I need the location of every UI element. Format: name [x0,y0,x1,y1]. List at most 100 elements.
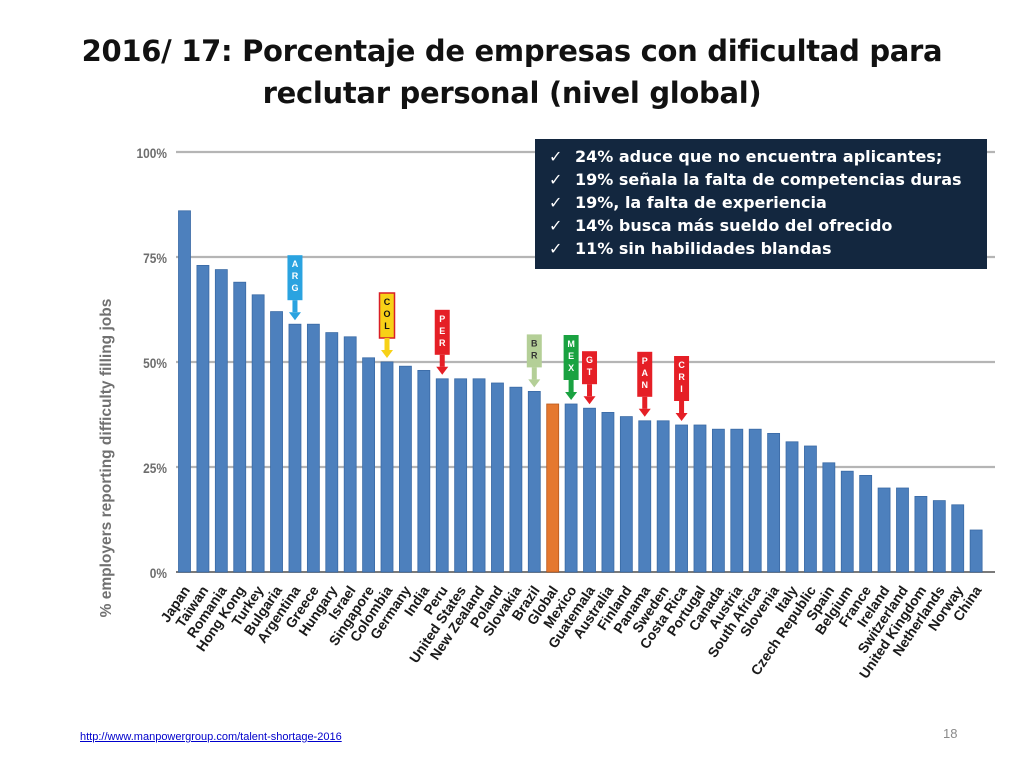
country-marker: GT [582,351,598,405]
bar [435,378,449,573]
country-marker: MEX [563,335,579,400]
y-tick-label: 25% [143,460,167,476]
marker-letter: N [642,380,649,390]
y-tick-label: 50% [143,355,167,371]
country-marker: CRI [674,356,690,421]
marker-tag [287,255,303,301]
marker-tag [674,356,690,401]
callout-item: ✓ 11% sin habilidades blandas [549,237,977,260]
bar [288,323,302,573]
callout-item-text: 19% señala la falta de competencias dura… [575,170,962,189]
bar [932,500,946,573]
bar [491,382,504,573]
bar [233,281,247,573]
checkmark-icon: ✓ [549,216,563,235]
marker-shaft [568,380,574,392]
bar [214,269,228,573]
bar [675,424,688,573]
bar [564,403,578,573]
bar [969,529,983,573]
callout-item-text: 24% aduce que no encuentra aplicantes; [575,147,943,166]
bar [325,332,339,573]
marker-letter: B [531,338,538,348]
country-marker: COL [378,292,396,358]
bar [196,264,210,573]
bar [804,445,817,573]
marker-shaft [587,384,593,397]
bar [454,378,468,573]
bar [343,336,357,573]
bar [601,411,615,573]
source-link[interactable]: http://www.manpowergroup.com/talent-shor… [80,731,342,743]
callout-item: ✓ 19% señala la falta de competencias dur… [549,168,977,191]
bar [380,361,394,573]
marker-arrow-icon [565,392,578,400]
marker-arrow-icon [638,408,651,417]
marker-letter: R [678,372,685,382]
checkmark-icon: ✓ [549,147,563,166]
bar [711,428,725,573]
checkmark-icon: ✓ [549,193,563,212]
marker-arrow-icon [288,312,301,321]
marker-letter: X [568,363,574,373]
marker-letter: C [678,360,685,370]
slide-title: 2016/ 17: Porcentaje de empresas con dif… [40,30,984,114]
bar [748,428,762,573]
bar [546,403,560,573]
marker-letter: E [568,351,574,361]
marker-shaft [384,338,390,350]
y-tick-label: 100% [137,145,168,161]
bar [785,441,799,573]
country-marker: PER [434,309,450,375]
bar [270,311,283,573]
bar [619,416,633,573]
bar [693,424,707,573]
marker-letter: P [642,356,648,366]
bar [583,407,596,573]
marker-letter: P [439,314,445,324]
callout-item: ✓ 24% aduce que no encuentra aplicantes; [549,145,977,168]
bar [767,432,781,573]
bar [509,386,523,573]
checkmark-icon: ✓ [549,170,563,189]
bar [822,462,836,573]
marker-arrow-icon [675,413,688,421]
marker-shaft [439,354,445,367]
bar [251,294,265,573]
bar [417,369,431,573]
marker-letter: C [384,297,391,307]
marker-letter: I [680,384,683,394]
marker-letter: R [439,338,446,348]
marker-letter: G [291,283,298,293]
marker-shaft [679,401,685,413]
marker-shaft [292,300,298,313]
y-tick-label: 75% [143,250,167,266]
bar [914,495,928,573]
callout-list: ✓ 24% aduce que no encuentra aplicantes; ✓… [549,145,977,260]
marker-arrow-icon [381,350,394,358]
bar [178,210,191,573]
bar [527,390,541,573]
marker-arrow-icon [583,396,596,405]
country-marker: PAN [637,351,653,417]
marker-letter: R [531,350,538,360]
bar [951,504,965,573]
marker-letter: R [292,271,299,281]
country-marker: ARG [287,255,303,321]
marker-letter: T [587,367,593,377]
marker-tag [637,351,653,397]
bar [859,474,873,573]
callout-item-text: 19%, la falta de experiencia [575,193,827,212]
checkmark-icon: ✓ [549,239,563,258]
bar [362,357,376,573]
bar [840,470,854,573]
marker-letter: A [292,259,299,269]
bar [896,487,909,573]
marker-letter: E [439,326,445,336]
marker-arrow-icon [528,379,541,388]
marker-tag [582,351,598,385]
marker-letter: L [384,321,390,331]
callout-item-text: 14% busca más sueldo del ofrecido [575,216,893,235]
callout-item: ✓ 19%, la falta de experiencia [549,191,977,214]
